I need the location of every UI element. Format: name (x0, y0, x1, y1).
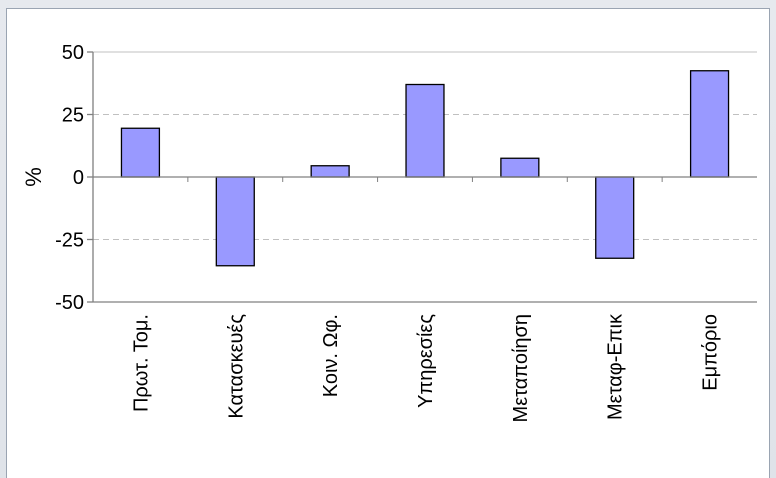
category-labels: Πρωτ. Τομ. Κατασκευές Κοιν. Ωφ. Υπηρεσίες Με… (130, 313, 721, 422)
category-label: Πρωτ. Τομ. (130, 314, 152, 412)
y-tick-labels: 50 25 0 -25 -50 (55, 42, 84, 314)
y-tick-label: -25 (55, 230, 84, 252)
chart-panel (6, 8, 770, 478)
y-tick-label: 50 (62, 42, 84, 64)
bar-1 (215, 176, 255, 267)
bars (120, 70, 730, 267)
bar-4 (500, 157, 540, 178)
bar-5 (595, 176, 635, 259)
category-label: Μεταφ-Επικ (605, 313, 627, 420)
category-label: Μεταποίηση (510, 314, 532, 422)
y-tick-label: 0 (73, 167, 84, 189)
y-tick-label: -50 (55, 292, 84, 314)
bar-6 (689, 70, 730, 178)
category-label: Υπηρεσίες (415, 314, 437, 408)
axes (87, 51, 757, 303)
category-label: Κοιν. Ωφ. (320, 314, 342, 397)
category-label: Εμπόριο (700, 314, 722, 391)
y-axis-label: % (21, 167, 46, 187)
bar-2 (310, 165, 350, 178)
bar-3 (405, 83, 445, 178)
bar-0 (120, 127, 161, 178)
y-tick-label: 25 (62, 105, 84, 127)
category-label: Κατασκευές (225, 314, 247, 419)
